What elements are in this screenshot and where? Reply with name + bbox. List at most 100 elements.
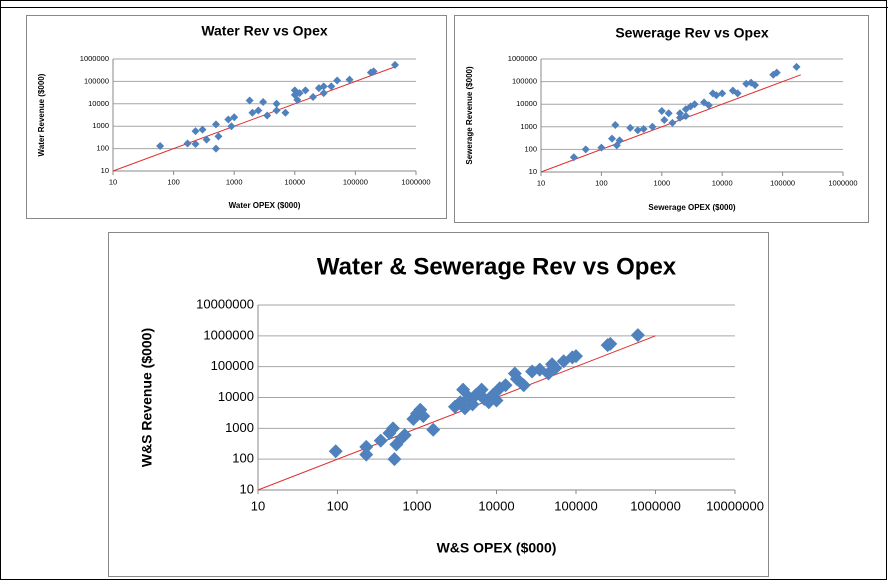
y-tick-label: 100000 (512, 77, 537, 86)
data-point (359, 447, 374, 462)
y-tick-label: 100 (232, 451, 254, 466)
data-point (345, 75, 354, 84)
data-point (569, 153, 578, 162)
data-point (198, 125, 207, 134)
y-tick-label: 100000 (211, 358, 254, 373)
data-point (681, 112, 690, 121)
data-point (248, 108, 257, 117)
data-point (191, 127, 200, 136)
y-tick-label: 10000 (516, 99, 537, 108)
x-axis-label: W&S OPEX ($000) (437, 540, 557, 556)
x-tick-label: 10000000 (706, 498, 764, 513)
data-point (272, 99, 281, 108)
data-point (327, 82, 336, 91)
x-tick-label: 100000 (554, 498, 597, 513)
y-tick-label: 10000000 (196, 296, 254, 311)
data-point (690, 100, 699, 109)
y-tick-label: 10000 (88, 99, 109, 108)
data-point (397, 428, 412, 443)
data-point (675, 109, 684, 118)
data-point (648, 122, 657, 131)
data-point (230, 113, 239, 122)
data-point (319, 82, 328, 91)
data-point (309, 93, 318, 102)
x-tick-label: 100000 (770, 178, 795, 187)
data-point (259, 98, 268, 107)
data-point (516, 378, 531, 393)
data-point (227, 122, 236, 131)
data-point (792, 62, 801, 71)
trendline (257, 335, 656, 491)
data-point (603, 336, 618, 351)
data-point (328, 444, 343, 459)
data-point (633, 126, 642, 135)
data-point (668, 118, 677, 127)
y-tick-label: 1000000 (508, 54, 537, 63)
x-tick-label: 100 (167, 177, 180, 186)
data-point (498, 378, 513, 393)
chart-title: Water & Sewerage Rev vs Opex (317, 253, 677, 280)
data-point (254, 106, 263, 115)
y-tick-label: 10 (240, 481, 254, 496)
x-tick-label: 10 (109, 177, 117, 186)
data-point (548, 361, 563, 376)
data-point (704, 101, 713, 110)
data-point (626, 123, 635, 132)
x-tick-label: 100 (327, 498, 349, 513)
data-point (281, 108, 290, 117)
x-tick-label: 10 (537, 178, 545, 187)
data-point (569, 349, 583, 364)
y-tick-label: 10 (101, 166, 109, 175)
x-axis-label: Water OPEX ($000) (229, 201, 301, 210)
data-point (489, 393, 504, 408)
chart-box (108, 232, 769, 577)
y-tick-label: 1000 (520, 122, 537, 131)
y-tick-label: 1000000 (80, 54, 109, 63)
y-tick-label: 10 (529, 167, 537, 176)
data-point (675, 113, 684, 122)
data-point (245, 96, 254, 105)
data-point (295, 89, 304, 98)
x-tick-label: 10000 (478, 498, 514, 513)
y-tick-label: 100000 (84, 76, 109, 85)
data-point (416, 409, 431, 424)
data-point (272, 106, 281, 115)
data-point (333, 76, 342, 85)
y-tick-label: 100 (96, 144, 109, 153)
data-point (597, 143, 606, 152)
y-axis-label: Water Revenue ($000) (37, 73, 46, 156)
x-tick-label: 10000 (712, 178, 733, 187)
y-tick-label: 10000 (218, 389, 254, 404)
x-tick-label: 1000000 (630, 498, 681, 513)
data-point (387, 452, 402, 467)
data-point (293, 95, 302, 104)
data-point (263, 111, 272, 120)
y-tick-label: 1000000 (203, 327, 254, 342)
data-point (211, 144, 220, 153)
data-point (657, 107, 666, 116)
chart-title: Sewerage Rev vs Opex (615, 25, 769, 41)
data-point (630, 328, 645, 343)
y-tick-label: 1000 (92, 121, 109, 130)
y-axis-label: Sewerage Revenue ($000) (465, 66, 474, 165)
x-tick-label: 100000 (343, 177, 368, 186)
data-point (733, 89, 742, 98)
data-point (581, 145, 590, 154)
y-axis-label: W&S Revenue ($000) (139, 328, 155, 467)
data-point (319, 89, 328, 98)
data-point (660, 115, 669, 124)
x-tick-label: 1000 (653, 178, 670, 187)
x-tick-label: 100 (595, 178, 608, 187)
trendline (112, 65, 398, 172)
data-point (751, 81, 760, 90)
x-axis-label: Sewerage OPEX ($000) (648, 203, 735, 212)
data-point (639, 124, 648, 133)
x-tick-label: 10000 (284, 177, 305, 186)
x-tick-label: 1000 (403, 498, 432, 513)
y-tick-label: 1000 (225, 420, 254, 435)
data-point (301, 86, 310, 95)
x-tick-label: 10 (251, 498, 265, 513)
x-tick-label: 1000000 (401, 177, 430, 186)
data-point (426, 422, 441, 437)
